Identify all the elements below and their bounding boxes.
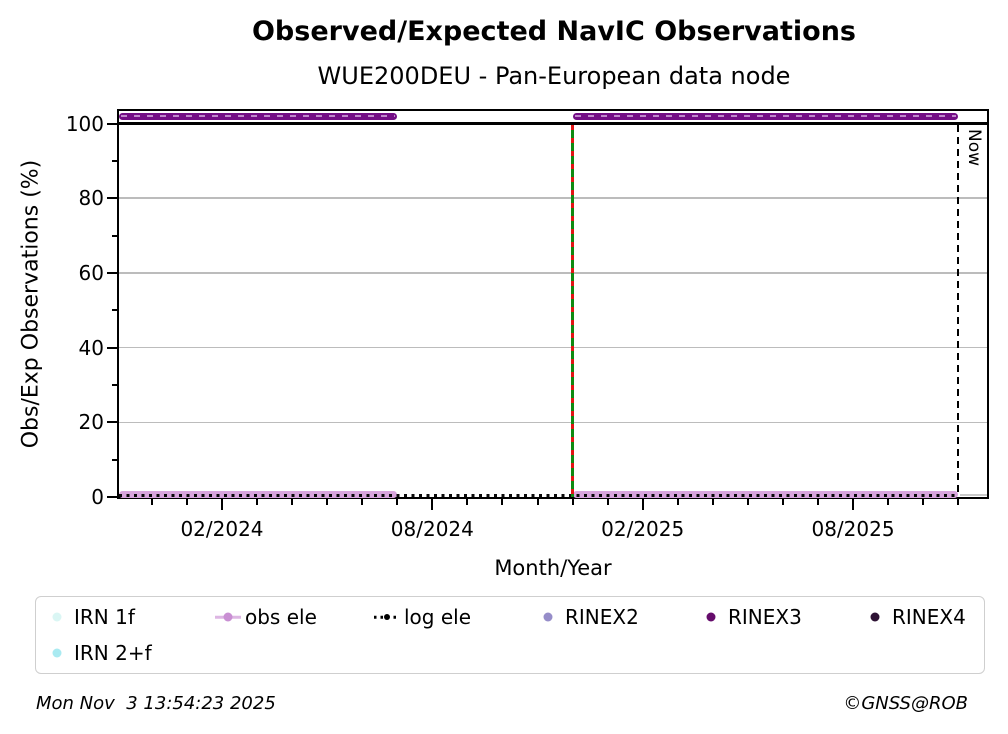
y-tick-label: 0 — [91, 485, 104, 509]
legend-dot — [52, 648, 62, 658]
chart-title: Observed/Expected NavIC Observations — [251, 16, 856, 47]
x-tick-minor — [922, 499, 925, 505]
legend-dot — [223, 612, 233, 622]
y-tick-label: 100 — [65, 111, 104, 136]
legend-marker-irn-1f-icon — [44, 608, 70, 626]
chart-subtitle: WUE200DEU - Pan-European data node — [317, 62, 791, 90]
y-tick-major — [107, 496, 117, 498]
legend-marker-rinex4-icon — [862, 608, 888, 626]
y-tick-label: 60 — [78, 260, 104, 285]
y-tick-label: 20 — [78, 410, 104, 435]
series-log-ele-segment — [119, 494, 959, 497]
y-tick-minor — [112, 458, 117, 461]
legend-marker-obs-ele-icon — [215, 608, 241, 626]
x-tick-minor — [256, 499, 259, 505]
x-tick-minor — [361, 499, 364, 505]
now-vline — [956, 124, 960, 497]
legend-label: IRN 2+f — [74, 641, 152, 665]
y-tick-major — [107, 271, 117, 274]
x-tick-minor — [711, 499, 714, 505]
x-tick-minor — [957, 499, 960, 505]
y-tick-major — [107, 346, 117, 349]
legend-item-obs-ele: obs ele — [215, 599, 374, 635]
x-tick-minor — [536, 499, 539, 505]
x-tick-minor — [466, 499, 469, 505]
red-dash-overlay — [571, 124, 575, 497]
series-dash-stripe — [574, 115, 957, 118]
x-tick-minor — [150, 499, 153, 505]
legend-marker-log-ele-icon — [374, 608, 400, 626]
y-tick-major — [107, 421, 117, 424]
legend-item-log-ele: log ele — [374, 599, 535, 635]
x-tick-label: 02/2024 — [180, 517, 264, 541]
x-tick-minor — [291, 499, 294, 505]
legend-item-irn-1f: IRN 1f — [44, 599, 215, 635]
x-tick-minor — [501, 499, 504, 505]
x-tick-minor — [746, 499, 749, 505]
legend-marker-rinex2-icon — [535, 608, 561, 626]
plot-frame — [117, 109, 989, 499]
legend-dot — [543, 612, 553, 622]
y-gridline — [119, 421, 987, 424]
reference-line-100 — [119, 122, 987, 125]
y-tick-major — [107, 197, 117, 200]
x-tick-major — [852, 499, 855, 510]
legend-item-rinex3: RINEX3 — [698, 599, 862, 635]
x-tick-minor — [326, 499, 329, 505]
legend-marker-irn-2-f-icon — [44, 644, 70, 662]
y-tick-label: 80 — [78, 186, 104, 211]
legend-item-rinex2: RINEX2 — [535, 599, 698, 635]
legend-dot — [52, 612, 62, 622]
y-gridline — [119, 272, 987, 274]
series-rinex3-segment — [572, 112, 959, 120]
legend-item-irn-2-f: IRN 2+f — [44, 635, 215, 671]
x-tick-minor — [816, 499, 819, 505]
x-axis-label: Month/Year — [494, 556, 612, 580]
x-tick-label: 08/2025 — [811, 517, 895, 541]
x-tick-minor — [676, 499, 679, 505]
legend-label: obs ele — [245, 605, 317, 629]
x-tick-major — [431, 499, 434, 510]
legend-dot — [706, 612, 716, 622]
legend-label: RINEX4 — [892, 605, 966, 629]
x-tick-minor — [606, 499, 609, 505]
now-label: Now — [964, 129, 985, 167]
legend-item-rinex4: RINEX4 — [862, 599, 984, 635]
post-now-baseline — [960, 494, 987, 496]
x-tick-minor — [887, 499, 890, 505]
x-tick-minor — [781, 499, 784, 505]
series-rinex3-segment — [119, 112, 398, 120]
legend-marker-rinex3-icon — [698, 608, 724, 626]
footer-timestamp: Mon Nov 3 13:54:23 2025 — [36, 693, 276, 714]
y-tick-label: 40 — [78, 335, 104, 360]
x-tick-major — [220, 499, 223, 510]
x-tick-minor — [185, 499, 188, 505]
footer-copyright: ©GNSS@ROB — [843, 693, 968, 714]
y-axis-label: Obs/Exp Observations (%) — [18, 159, 44, 449]
legend-dot — [870, 612, 880, 622]
y-tick-minor — [112, 234, 117, 237]
y-gridline — [119, 346, 987, 349]
y-tick-minor — [112, 309, 117, 312]
legend-dot — [384, 614, 390, 620]
x-tick-minor — [571, 499, 574, 505]
y-gridline — [119, 197, 987, 199]
y-tick-major — [107, 122, 117, 125]
y-tick-minor — [112, 159, 117, 162]
x-tick-label: 02/2025 — [601, 517, 685, 541]
legend-label: RINEX3 — [728, 605, 802, 629]
x-tick-minor — [396, 499, 399, 505]
legend-label: log ele — [404, 605, 472, 629]
x-tick-major — [641, 499, 644, 510]
x-tick-label: 08/2024 — [390, 517, 474, 541]
legend: IRN 1f obs ele log ele RINEX2 RINEX3 RINEX4 IR… — [35, 596, 985, 674]
series-dash-stripe — [121, 115, 396, 118]
legend-label: IRN 1f — [74, 605, 135, 629]
legend-label: RINEX2 — [565, 605, 639, 629]
plot-area: Now — [119, 111, 987, 498]
data-start-vline — [571, 124, 575, 497]
y-tick-minor — [112, 383, 117, 386]
